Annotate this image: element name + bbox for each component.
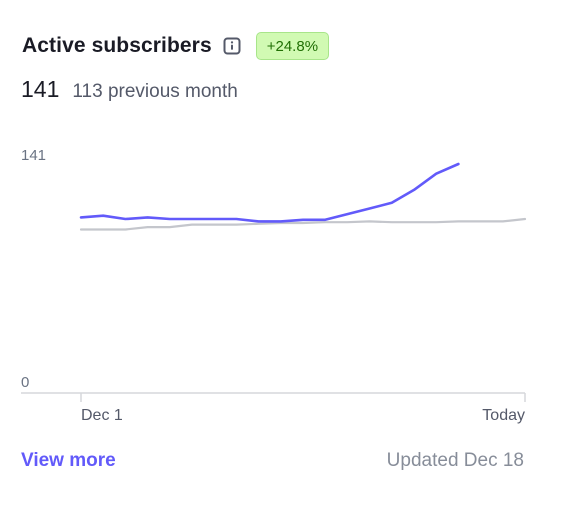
current-value: 141 (21, 76, 60, 102)
chart-svg: 0 141 Dec 1 Today (21, 147, 527, 424)
previous-period-line (79, 217, 527, 231)
current-period-line (79, 162, 460, 223)
updated-text: Updated Dec 18 (386, 450, 524, 471)
y-tick-label-min: 0 (21, 374, 29, 391)
change-badge: +24.8% (255, 32, 330, 60)
metric-row: 141 113 previous month (21, 76, 238, 103)
x-tick-label-end: Today (482, 407, 525, 424)
info-icon[interactable] (223, 37, 241, 55)
x-tick-label-start: Dec 1 (81, 407, 123, 424)
view-more-link[interactable]: View more (21, 450, 116, 471)
previous-month-value: 113 previous month (72, 81, 238, 102)
card-header: Active subscribers +24.8% (22, 30, 330, 62)
card-title: Active subscribers (22, 34, 212, 57)
y-tick-label-max: 141 (21, 147, 46, 164)
subscribers-chart: 0 141 Dec 1 Today (0, 140, 576, 430)
